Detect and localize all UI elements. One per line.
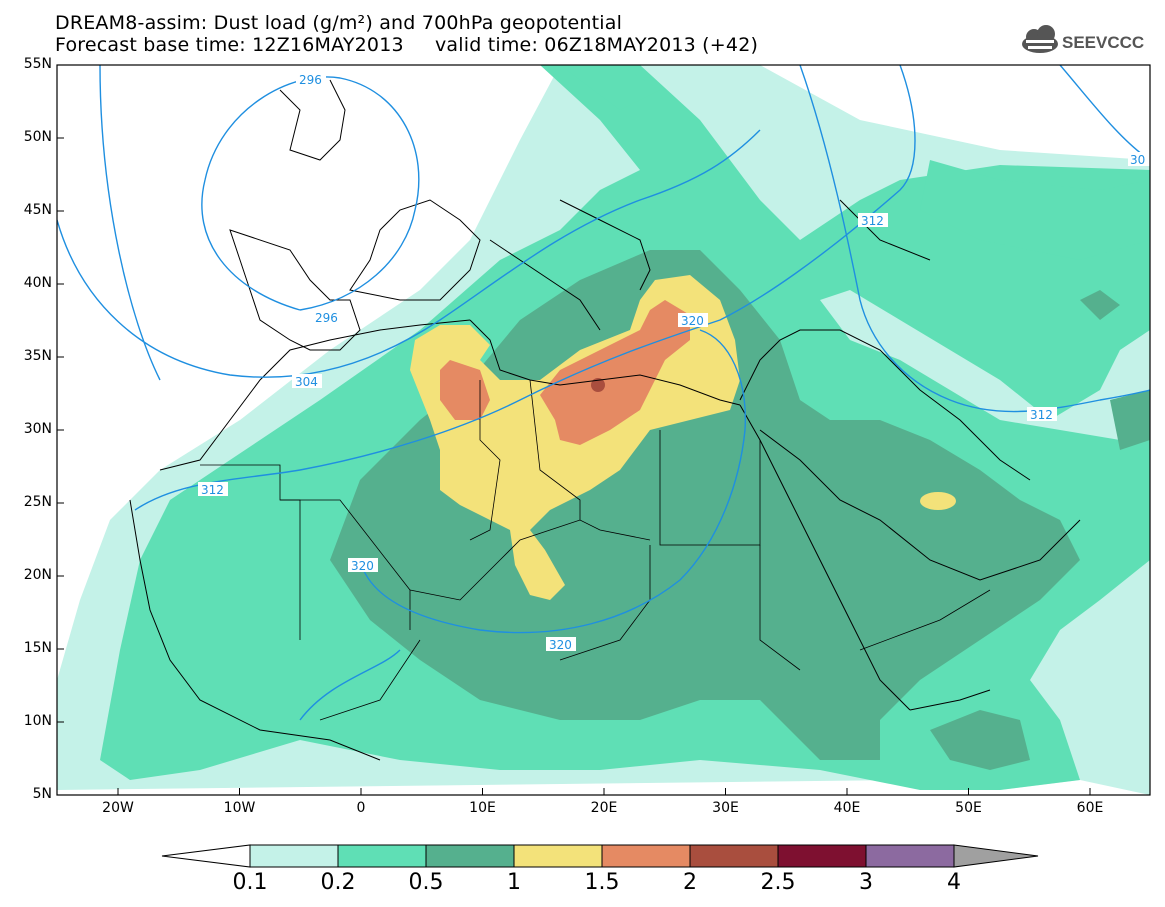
contour-label-296b: 296	[315, 311, 338, 325]
lat-label: 10N	[23, 713, 52, 729]
contour-label-30x: 30	[1130, 153, 1145, 167]
lon-label: 20W	[102, 800, 134, 816]
contour-label-320b: 320	[549, 638, 572, 652]
lat-label: 25N	[23, 494, 52, 510]
lon-label: 30E	[712, 800, 739, 816]
colorbar-swatch-3	[865, 844, 955, 868]
lon-label: 10E	[469, 800, 496, 816]
contour-label-296a: 296	[299, 73, 322, 87]
contour-label-312c: 312	[1030, 408, 1053, 422]
chart-title: DREAM8-assim: Dust load (g/m²) and 700hP…	[55, 12, 623, 34]
contour-label-320c: 320	[681, 314, 704, 328]
lon-label: 40E	[833, 800, 861, 816]
colorbar-label: 2	[683, 870, 697, 895]
seevccc-logo: SEEVCCC	[1022, 25, 1144, 53]
colorbar-label: 4	[947, 870, 961, 895]
lon-label: 20E	[590, 800, 618, 816]
lat-label: 35N	[23, 348, 52, 364]
colorbar-label: 2.5	[760, 870, 796, 895]
coastlines	[129, 79, 1081, 761]
lat-label: 20N	[23, 567, 52, 583]
colorbar-label: 1.5	[584, 870, 620, 895]
cloud-icon	[1022, 25, 1058, 53]
colorbar-swatch-01	[249, 844, 339, 868]
lat-label: 55N	[23, 56, 52, 72]
svg-text:SEEVCCC: SEEVCCC	[1062, 33, 1144, 52]
dust-region-15	[440, 360, 490, 420]
contour-label-312a: 312	[201, 483, 224, 497]
contour-labels: 296 296 304 312 312 312 320 320 320 30	[198, 72, 1150, 652]
lon-label: 10W	[223, 800, 256, 816]
country-borders	[200, 379, 991, 721]
contour-label-312b: 312	[861, 214, 884, 228]
lat-label: 5N	[32, 786, 52, 802]
colorbar-label: 0.1	[232, 870, 268, 895]
lon-label: 60E	[1076, 800, 1104, 816]
colorbar-high-triangle	[953, 844, 1039, 868]
lat-label: 50N	[23, 129, 52, 145]
colorbar-label: 3	[859, 870, 873, 895]
contour-label-320a: 320	[351, 559, 374, 573]
colorbar-swatch-02	[337, 844, 427, 868]
colorbar-label: 0.5	[408, 870, 444, 895]
lat-label: 45N	[23, 202, 52, 218]
colorbar-label: 0.2	[320, 870, 356, 895]
colorbar-swatch-1	[513, 844, 603, 868]
colorbar-swatch-15	[601, 844, 691, 868]
lat-label: 30N	[23, 421, 52, 437]
colorbar-swatch-05	[425, 844, 515, 868]
lon-label: 0	[356, 800, 366, 816]
lon-label: 50E	[955, 800, 982, 816]
lat-label: 40N	[23, 275, 52, 291]
dust-region-2	[591, 378, 605, 392]
lat-label: 15N	[23, 640, 52, 656]
colorbar	[161, 844, 1039, 868]
colorbar-label: 1	[507, 870, 521, 895]
colorbar-swatch-25	[777, 844, 867, 868]
chart-subtitle: Forecast base time: 12Z16MAY2013 valid t…	[55, 34, 759, 56]
contour-label-304: 304	[295, 375, 318, 389]
colorbar-swatch-2	[689, 844, 779, 868]
colorbar-low-triangle	[161, 844, 251, 868]
